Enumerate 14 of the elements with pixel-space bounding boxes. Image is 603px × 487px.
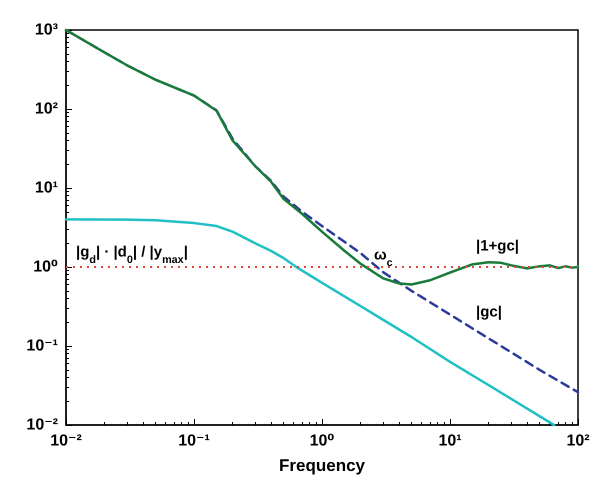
annotation: |gc| xyxy=(476,304,502,320)
x-tick-label: 10⁰ xyxy=(310,432,334,450)
x-axis-title: Frequency xyxy=(279,456,366,475)
annotation: |1+gc| xyxy=(476,238,520,254)
y-tick-label: 10⁰ xyxy=(33,258,58,276)
y-tick-label: 10² xyxy=(34,100,58,118)
x-tick-label: 10¹ xyxy=(438,432,462,450)
y-tick-label: 10⁻² xyxy=(26,416,58,434)
x-tick-label: 10⁻² xyxy=(50,432,82,450)
y-tick-label: 10⁻¹ xyxy=(26,338,58,354)
x-tick-label: 10² xyxy=(566,432,590,450)
y-tick-label: 10³ xyxy=(34,22,58,38)
x-tick-label: 10⁻¹ xyxy=(178,432,210,450)
y-tick-label: 10¹ xyxy=(34,180,58,196)
